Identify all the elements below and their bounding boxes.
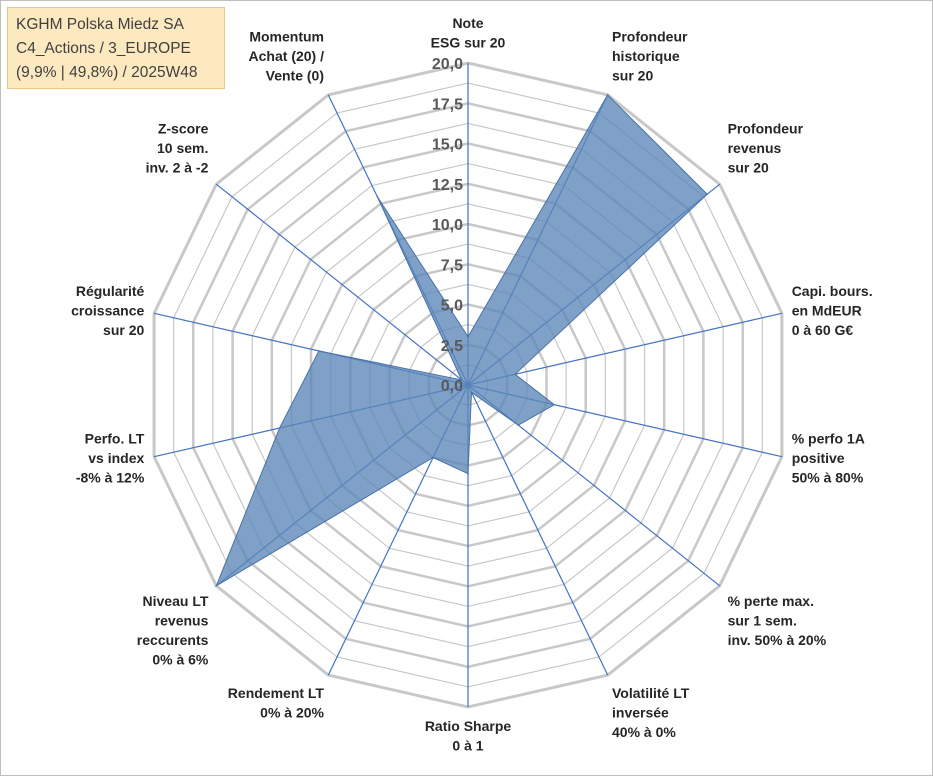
- axis-label-line: 40% à 0%: [612, 724, 676, 740]
- series-point: [318, 350, 320, 352]
- axis-label: Momentum Achat (20) / Vente (0): [249, 28, 325, 83]
- axis-labels: Note ESG sur 20 Profondeur historique sur 20…: [71, 15, 872, 754]
- series-point: [470, 391, 473, 394]
- axis-label-line: % perfo 1A: [792, 431, 865, 447]
- axis-label-line: -8% à 12%: [76, 470, 145, 486]
- series-point: [706, 193, 708, 196]
- axis-label: Ratio Sharpe 0 à 1: [425, 718, 512, 754]
- series-point: [215, 585, 218, 587]
- axis-label: Volatilité LT inversée 40% à 0%: [612, 685, 690, 740]
- axis-spoke: [467, 384, 609, 676]
- axis-label-line: Ratio Sharpe: [425, 718, 512, 734]
- axis-label-line: Vente (0): [266, 67, 324, 83]
- axis-label: % perfo 1A positive 50% à 80%: [792, 431, 865, 486]
- tick-label: 2,5: [441, 338, 463, 355]
- axis-label: Niveau LT revenus reccurents 0% à 6%: [137, 593, 209, 668]
- axis-label: Perfo. LT vs index -8% à 12%: [76, 431, 145, 486]
- axis-label: Z-score 10 sem. inv. 2 à -2: [146, 121, 209, 176]
- title-box: KGHM Polska Miedz SA C4_Actions / 3_EURO…: [7, 7, 225, 89]
- axis-label-line: revenus: [155, 613, 209, 629]
- axis-label-line: Note: [452, 15, 483, 31]
- axis-label-line: 0% à 6%: [152, 652, 209, 668]
- axis-label-line: sur 20: [728, 160, 769, 176]
- axis-label-line: 0% à 20%: [260, 705, 324, 721]
- radar-series: [215, 94, 708, 587]
- axis-label-line: Perfo. LT: [85, 431, 145, 447]
- axis-label-line: Profondeur: [612, 28, 688, 44]
- tick-label: 20,0: [432, 56, 463, 73]
- axis-label-line: Achat (20) /: [249, 48, 325, 64]
- series-point: [278, 427, 281, 429]
- axis-label: Régularité croissance sur 20: [71, 283, 144, 338]
- title-category: C4_Actions / 3_EUROPE: [16, 40, 191, 57]
- axis-label-line: historique: [612, 48, 680, 64]
- axis-label-line: sur 20: [612, 67, 653, 83]
- axis-label-line: sur 1 sem.: [728, 613, 797, 629]
- axis-label-line: % perte max.: [728, 593, 814, 609]
- tick-label: 12,5: [432, 177, 463, 194]
- axis-label-line: Volatilité LT: [612, 685, 690, 701]
- axis-label-line: 0 à 60 G€: [792, 322, 854, 338]
- axis-label-line: inv. 50% à 20%: [728, 632, 827, 648]
- axis-label-line: positive: [792, 450, 845, 466]
- axis-label-line: Capi. bours.: [792, 283, 873, 299]
- series-point: [517, 424, 520, 427]
- axis-label-line: inversée: [612, 705, 669, 721]
- tick-label: 5,0: [441, 298, 463, 315]
- axis-label-line: inv. 2 à -2: [146, 160, 209, 176]
- axis-label: Note ESG sur 20: [431, 15, 506, 51]
- tick-label: 7,5: [441, 257, 463, 274]
- axis-label-line: Rendement LT: [228, 685, 325, 701]
- axis-label: Profondeur historique sur 20: [612, 28, 688, 83]
- tick-label: 17,5: [432, 96, 463, 113]
- series-point: [432, 456, 434, 459]
- axis-label-line: revenus: [728, 140, 782, 156]
- axis-label: Profondeur revenus sur 20: [728, 121, 804, 176]
- axis-label-line: vs index: [88, 450, 144, 466]
- axis-label-line: Niveau LT: [143, 593, 209, 609]
- series-point: [376, 195, 379, 198]
- tick-label: 10,0: [432, 217, 463, 234]
- axis-label-line: Z-score: [158, 121, 209, 137]
- tick-label: 15,0: [432, 137, 463, 154]
- axis-label: % perte max. sur 1 sem. inv. 50% à 20%: [728, 593, 827, 648]
- axis-label-line: reccurents: [137, 632, 209, 648]
- axis-label: Capi. bours. en MdEUR 0 à 60 G€: [792, 283, 873, 338]
- axis-spoke: [215, 183, 469, 386]
- series-point: [606, 94, 609, 96]
- axis-label-line: Régularité: [76, 283, 145, 299]
- axis-label: Rendement LT 0% à 20%: [228, 685, 325, 721]
- radial-tick-labels: 0,0 2,5 5,0 7,5 10,0 12,5 15,0 17,5 20,0: [432, 56, 463, 395]
- series-point: [467, 335, 469, 338]
- title-period: (9,9% | 49,8%) / 2025W48: [16, 64, 198, 81]
- axis-label-line: en MdEUR: [792, 302, 862, 318]
- axis-spoke: [467, 312, 783, 386]
- title-company: KGHM Polska Miedz SA: [16, 16, 184, 33]
- axis-label-line: ESG sur 20: [431, 35, 506, 51]
- series-point: [514, 373, 516, 376]
- series-point: [467, 472, 469, 475]
- axis-label-line: 0 à 1: [452, 738, 483, 754]
- series-point: [553, 403, 556, 406]
- axis-label-line: Profondeur: [728, 121, 804, 137]
- axis-label-line: Momentum: [249, 28, 324, 44]
- axis-label-line: 50% à 80%: [792, 470, 864, 486]
- axis-label-line: croissance: [71, 302, 144, 318]
- series-point: [460, 379, 463, 381]
- tick-label: 0,0: [441, 378, 463, 395]
- axis-label-line: 10 sem.: [157, 140, 208, 156]
- axis-label-line: sur 20: [103, 322, 144, 338]
